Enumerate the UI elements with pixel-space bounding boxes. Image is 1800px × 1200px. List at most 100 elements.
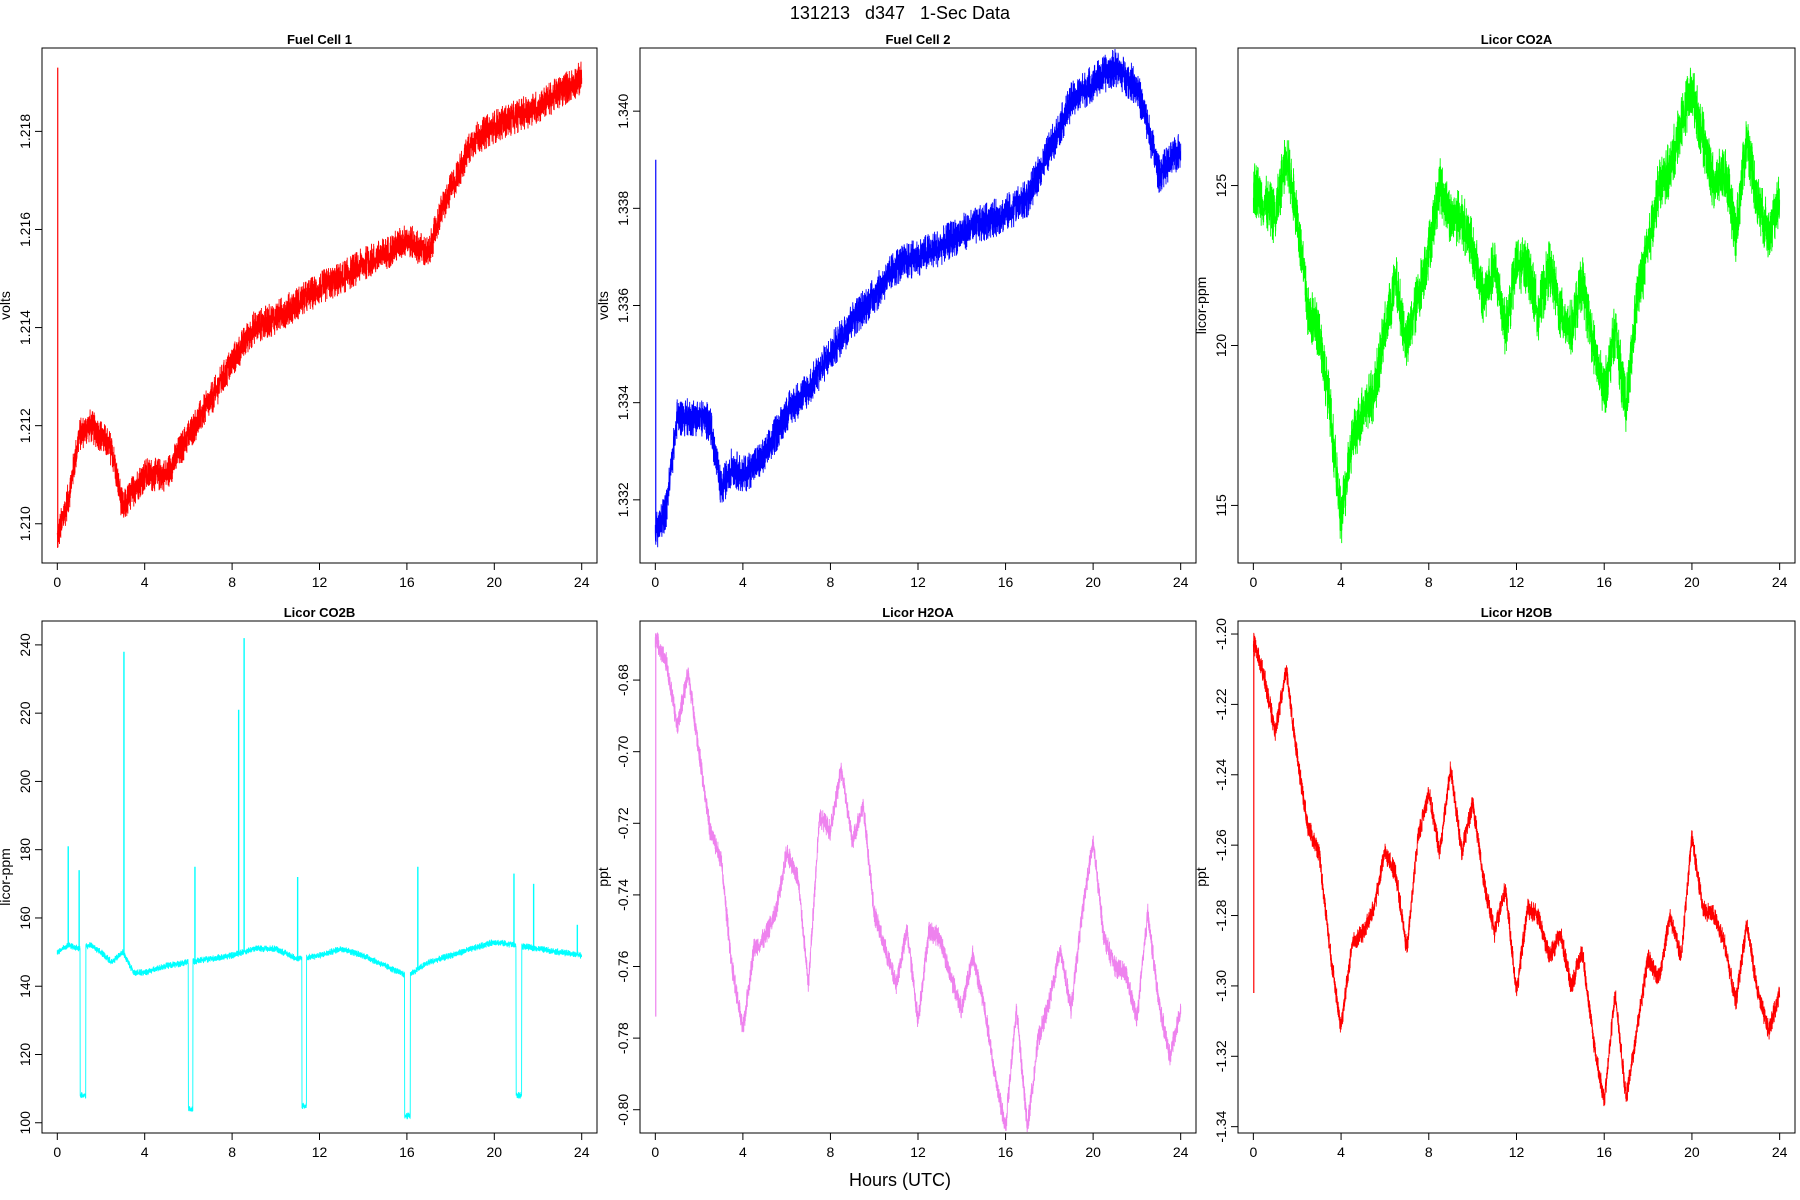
x-tick-label: 16: [1596, 1144, 1612, 1160]
panel-1: Fuel Cell 1 volts 0 4 8 12 16 20 24 1.210 1.212 1.2…: [0, 32, 598, 590]
y-tick-label: -0.76: [615, 950, 631, 982]
x-tick-label: 24: [1772, 574, 1788, 590]
panel-title: Licor CO2B: [284, 605, 356, 620]
x-tick-label: 4: [141, 574, 149, 590]
data-series-line: [56, 61, 583, 548]
x-tick-label: 0: [53, 1144, 61, 1160]
x-tick-label: 20: [1684, 574, 1700, 590]
x-tick-label: 24: [574, 1144, 590, 1160]
x-tick-label: 8: [827, 574, 835, 590]
y-tick-label: -0.80: [615, 1094, 631, 1126]
y-tick-label: -1.30: [1213, 970, 1229, 1002]
data-series-line: [654, 632, 1182, 1132]
y-tick-label: -1.26: [1213, 829, 1229, 861]
y-tick-label: -1.24: [1213, 759, 1229, 791]
x-tick-label: 16: [1596, 574, 1612, 590]
x-tick-label: 0: [651, 574, 659, 590]
figure-title: 131213 d347 1-Sec Data: [789, 3, 1011, 23]
x-tick-label: 20: [1085, 1144, 1101, 1160]
y-tick-label: 240: [17, 633, 33, 657]
y-tick-label: 200: [17, 770, 33, 794]
y-tick-label: 125: [1213, 174, 1229, 198]
y-tick-label: 1.218: [17, 114, 33, 149]
y-tick-label: -1.34: [1213, 1111, 1229, 1143]
x-tick-label: 24: [1173, 574, 1189, 590]
x-tick-label: 4: [739, 574, 747, 590]
y-axis-label: ppt: [595, 867, 611, 887]
x-tick-label: 12: [1509, 1144, 1525, 1160]
x-tick-label: 12: [910, 574, 926, 590]
x-tick-label: 20: [487, 574, 503, 590]
x-tick-label: 12: [1509, 574, 1525, 590]
y-tick-label: 1.334: [615, 385, 631, 420]
y-tick-label: -0.78: [615, 1022, 631, 1054]
y-tick-label: 120: [17, 1043, 33, 1067]
y-tick-label: -1.28: [1213, 899, 1229, 931]
y-tick-label: 1.336: [615, 288, 631, 323]
y-tick-label: 115: [1213, 494, 1229, 517]
x-tick-label: 8: [1425, 1144, 1433, 1160]
panel-title: Licor CO2A: [1481, 32, 1553, 47]
x-tick-label: 12: [910, 1144, 926, 1160]
x-tick-label: 0: [1249, 1144, 1257, 1160]
x-tick-label: 0: [651, 1144, 659, 1160]
x-tick-label: 4: [141, 1144, 149, 1160]
x-axis-label: Hours (UTC): [849, 1170, 951, 1190]
x-tick-label: 4: [1337, 1144, 1345, 1160]
y-tick-label: 1.338: [615, 191, 631, 226]
panel-title: Fuel Cell 1: [287, 32, 352, 47]
y-tick-label: 140: [17, 974, 33, 998]
panel-6: Licor H2OB ppt 0 4 8 12 16 20 24 -1.20 -1.22 -1.24 -…: [1193, 605, 1796, 1160]
y-tick-label: -0.68: [615, 664, 631, 696]
x-tick-label: 4: [1337, 574, 1345, 590]
y-axis-label: ppt: [1193, 867, 1209, 887]
y-tick-label: 1.212: [17, 408, 33, 443]
y-tick-label: 1.216: [17, 212, 33, 247]
x-tick-label: 24: [1173, 1144, 1189, 1160]
y-tick-label: 120: [1213, 334, 1229, 358]
x-tick-label: 24: [1772, 1144, 1788, 1160]
y-axis-label: licor-ppm: [1193, 277, 1209, 335]
x-tick-label: 20: [487, 1144, 503, 1160]
panel-title: Licor H2OA: [882, 605, 954, 620]
data-series-line: [1252, 632, 1781, 1107]
data-series-line: [56, 939, 583, 1120]
y-tick-label: 160: [17, 906, 33, 930]
panel-title: Licor H2OB: [1481, 605, 1553, 620]
x-tick-label: 16: [998, 1144, 1014, 1160]
x-tick-label: 8: [228, 574, 236, 590]
x-tick-label: 8: [228, 1144, 236, 1160]
x-tick-label: 16: [399, 574, 415, 590]
y-tick-label: 1.214: [17, 310, 33, 345]
y-tick-label: 1.332: [615, 482, 631, 517]
x-tick-label: 12: [312, 1144, 328, 1160]
y-tick-label: -0.72: [615, 807, 631, 839]
data-series-line: [1252, 67, 1781, 544]
x-tick-label: 12: [312, 574, 328, 590]
y-tick-label: -1.32: [1213, 1040, 1229, 1072]
panel-3: Licor CO2A licor-ppm 0 4 8 12 16 20 24 115 120 125: [1193, 32, 1796, 590]
y-tick-label: -1.22: [1213, 688, 1229, 720]
plot-frame: [1237, 47, 1796, 564]
x-tick-label: 0: [53, 574, 61, 590]
x-tick-label: 20: [1684, 1144, 1700, 1160]
y-tick-label: 180: [17, 838, 33, 862]
x-tick-label: 16: [998, 574, 1014, 590]
y-axis-label: volts: [0, 291, 13, 320]
panel-4: Licor CO2B licor-ppm 0 4 8 12 16 20 24 100 120 140 1…: [0, 605, 598, 1160]
x-tick-label: 4: [739, 1144, 747, 1160]
x-tick-label: 24: [574, 574, 590, 590]
data-series-line: [654, 49, 1182, 548]
y-axis-label: volts: [595, 291, 611, 320]
x-tick-label: 20: [1085, 574, 1101, 590]
y-tick-label: 100: [17, 1111, 33, 1135]
y-tick-label: 1.210: [17, 506, 33, 541]
y-tick-label: -0.70: [615, 736, 631, 768]
x-tick-label: 8: [1425, 574, 1433, 590]
y-tick-label: -0.74: [615, 879, 631, 911]
panel-2: Fuel Cell 2 volts 0 4 8 12 16 20 24 1.332 1.334 1.3…: [595, 32, 1197, 590]
y-tick-label: -1.20: [1213, 618, 1229, 650]
panel-5: Licor H2OA ppt 0 4 8 12 16 20 24 -0.68 -0.70 -0.72 -…: [595, 605, 1197, 1160]
